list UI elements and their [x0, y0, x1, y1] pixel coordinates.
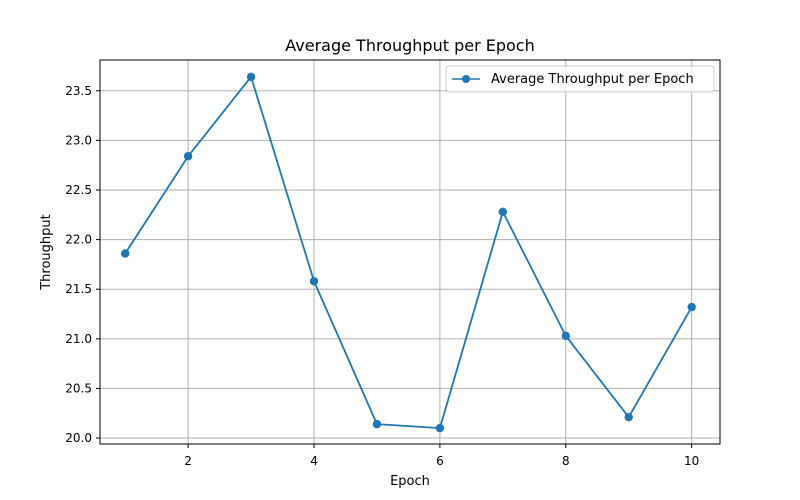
series-line: [124, 75, 693, 430]
x-axis-label: Epoch: [390, 474, 430, 489]
data-point-marker: [372, 419, 382, 429]
x-tick-label: 6: [436, 454, 444, 468]
plot-frame: [99, 59, 721, 445]
data-point-marker: [246, 72, 256, 82]
axis-ticks: 2 4 6 8 10 20.0 20.5 21.0 21.5 22.0 22.5 23.0 23.5: [65, 84, 699, 468]
chart-title: Average Throughput per Epoch: [285, 36, 534, 55]
legend: Average Throughput per Epoch: [445, 65, 715, 93]
y-tick-label: 21.5: [65, 282, 92, 296]
data-point-marker: [120, 249, 130, 258]
x-tick-label: 4: [310, 454, 318, 468]
series-layer: [120, 72, 696, 433]
y-tick-label: 22.0: [65, 233, 92, 247]
y-tick-label: 20.0: [65, 431, 92, 445]
data-point-marker: [183, 152, 193, 161]
data-point-marker: [687, 302, 696, 312]
x-tick-label: 2: [184, 454, 192, 468]
data-point-marker: [498, 207, 508, 217]
data-point-marker: [561, 331, 570, 341]
data-point-marker: [435, 423, 445, 433]
data-point-marker: [624, 413, 633, 422]
legend-box: [445, 65, 715, 93]
y-tick-label: 22.5: [65, 183, 92, 197]
y-tick-label: 20.5: [65, 381, 92, 395]
y-tick-label: 23.5: [65, 84, 92, 98]
y-axis-label: Throughput: [39, 214, 54, 291]
legend-marker-swatch: [462, 75, 470, 83]
x-tick-label: 8: [562, 454, 570, 468]
data-point-marker: [309, 277, 319, 286]
legend-label: Average Throughput per Epoch: [491, 72, 694, 87]
y-tick-label: 21.0: [65, 332, 92, 346]
y-tick-label: 23.0: [65, 133, 92, 147]
grid-lines: [100, 60, 720, 444]
x-tick-label: 10: [684, 454, 699, 468]
